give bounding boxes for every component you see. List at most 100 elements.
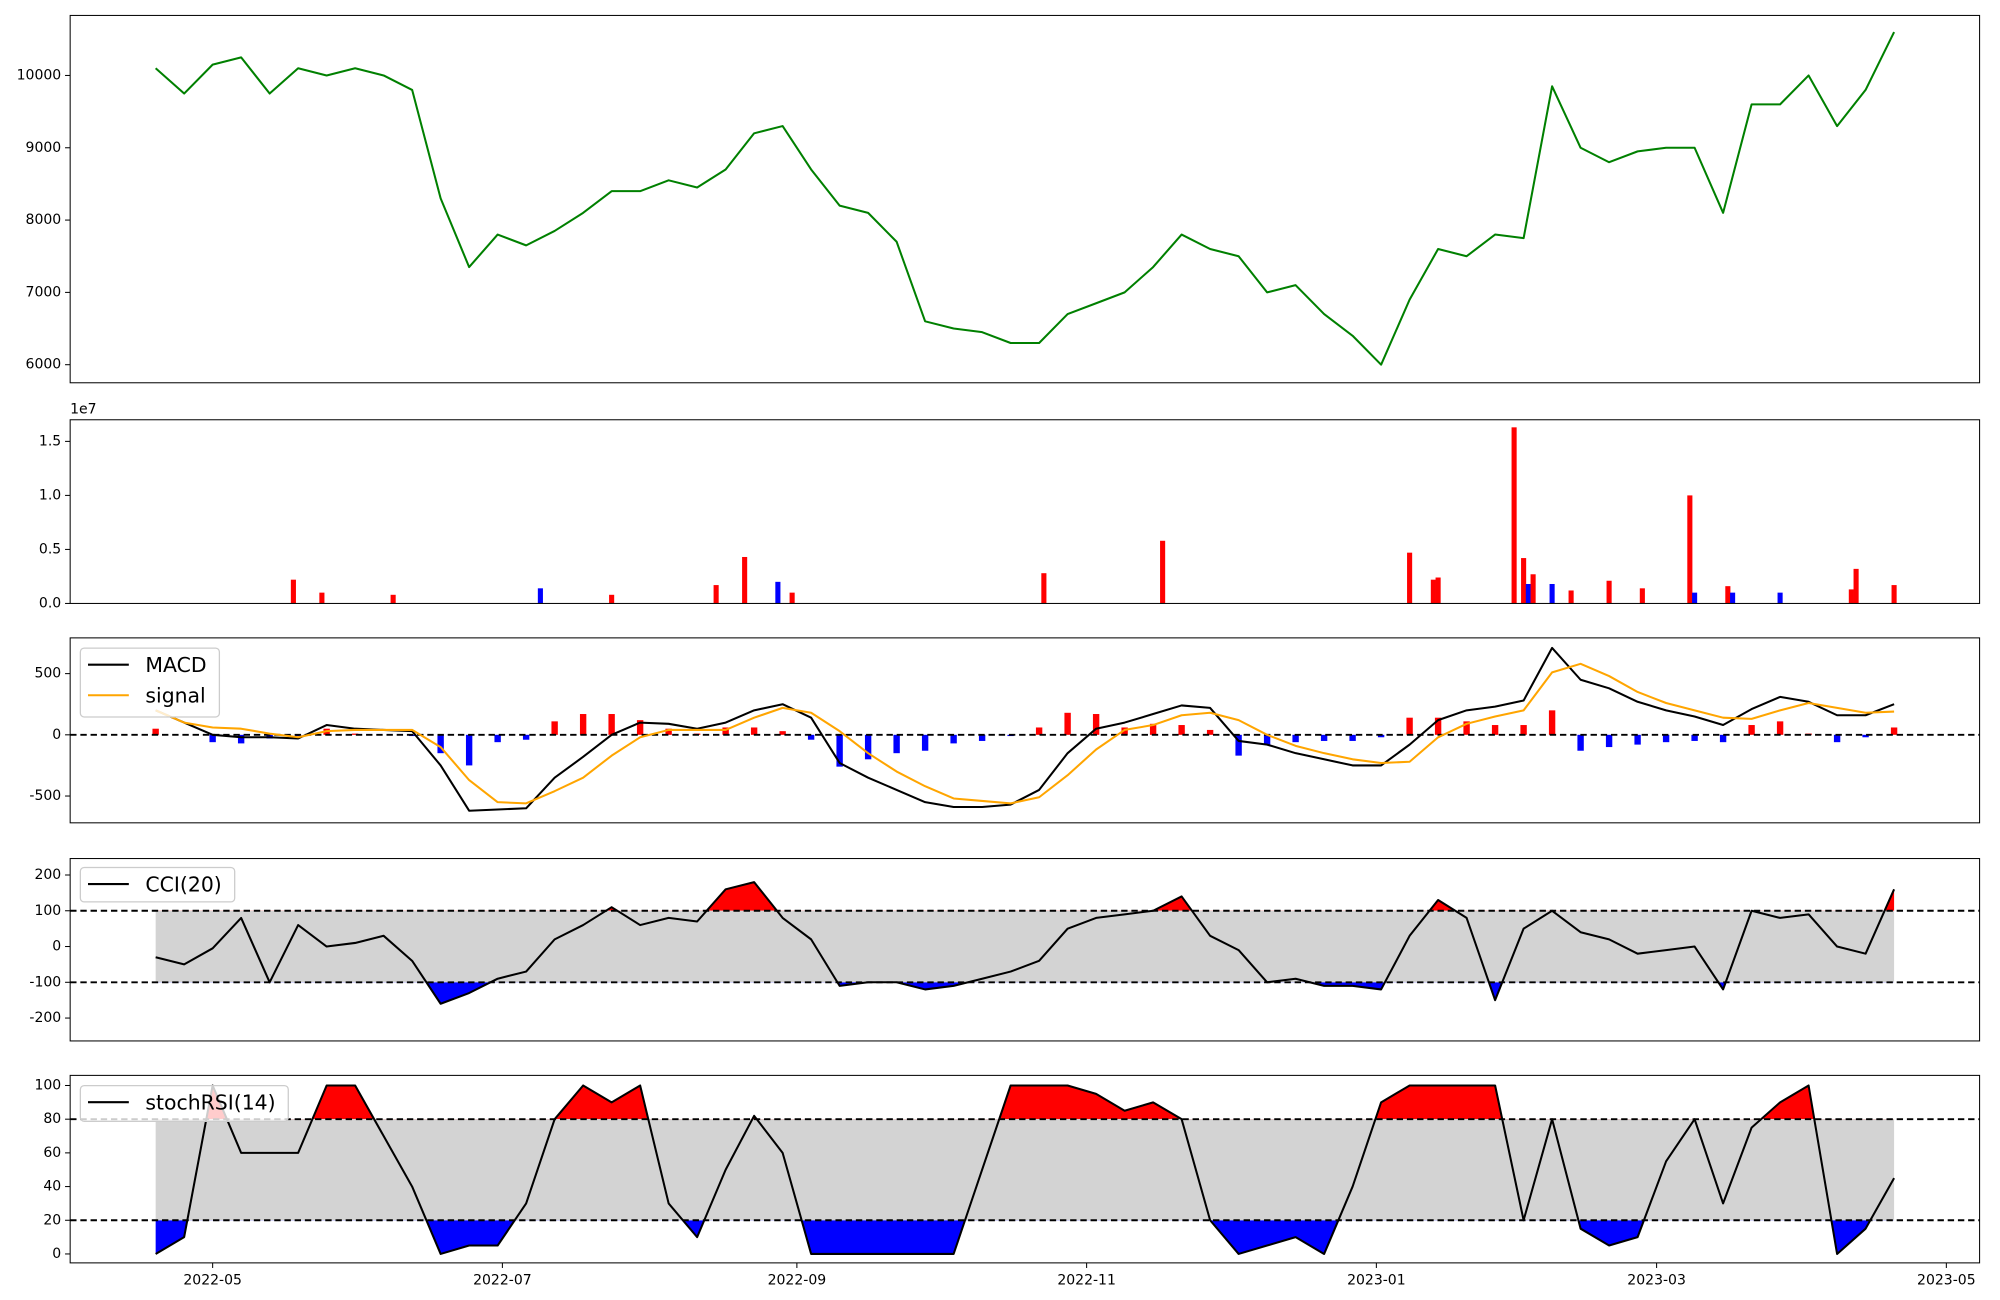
y-tick-label: 80 [43,1111,61,1127]
y-tick-label: 1.0 [39,487,61,503]
volume-bar [1407,552,1413,604]
histogram-bar [1349,734,1356,741]
x-tick-label: 2023-05 [1917,1273,1976,1289]
histogram-bar [1548,710,1556,735]
histogram-bar [522,734,530,740]
histogram-bar [1064,712,1071,735]
plot-frame [69,419,1981,604]
threshold-band [155,910,1895,983]
volume-bar [1435,577,1441,604]
volume-bar [742,556,748,604]
histogram-bar [551,721,558,735]
y-tick-label: 100 [34,1077,61,1093]
volume-bar [1530,574,1536,604]
histogram-bar [807,734,815,740]
histogram-bar [1577,734,1584,751]
volume-bar [537,588,543,604]
x-tick-label: 2022-09 [768,1273,827,1289]
histogram-bar [1719,734,1727,743]
y-tick-label: 9000 [26,140,62,156]
histogram-bar [1035,727,1043,735]
histogram-bar [579,714,587,735]
indicator-line [155,662,1895,805]
x-tick-label: 2022-05 [183,1273,242,1289]
y-tick-label: -100 [29,974,61,990]
legend-label: signal [145,684,205,708]
histogram-bar [1206,729,1214,735]
indicator-line [155,881,1896,1005]
histogram-bar [1605,734,1613,748]
volume-bar [713,585,719,604]
legend-box [79,1084,289,1122]
volume-bar [1606,580,1612,604]
histogram-bar [1434,717,1442,735]
histogram-bar [636,720,644,735]
indicator-line [155,1084,1895,1255]
volume-bar [1525,583,1531,604]
plot-frame [69,1074,1981,1264]
histogram-bar [836,734,843,767]
volume-bar [1549,583,1555,604]
histogram-bar [437,734,444,754]
indicator-line [155,646,1895,812]
histogram-bar [1178,725,1185,735]
y-tick-label: 7000 [26,284,62,300]
x-tick-label: 2023-03 [1627,1273,1686,1289]
x-tick-label: 2023-01 [1347,1273,1406,1289]
threshold-band [155,1119,1895,1221]
volume-bar [1692,592,1698,604]
volume-bar [1891,585,1897,604]
histogram-bar [1292,734,1299,743]
legend-box [79,866,236,903]
histogram-bar [864,734,872,760]
volume-bar [1725,586,1731,604]
histogram-bar [608,714,615,735]
volume-bar [1853,568,1859,604]
volume-bar [390,594,396,604]
volume-bar [319,592,325,604]
histogram-bar [351,733,359,735]
histogram-bar [722,727,729,735]
volume-bar [1521,558,1527,604]
y-tick-label: 0.0 [39,595,61,611]
axis-offset-label: 1e7 [70,402,96,418]
histogram-bar [494,734,501,743]
histogram-bar [978,734,986,741]
histogram-bar [1776,721,1784,735]
volume-bar [1777,592,1783,604]
y-tick-label: -200 [29,1010,61,1026]
y-tick-label: 500 [34,666,61,682]
histogram-bar [1377,734,1385,738]
histogram-bar [1691,734,1698,741]
volume-bar [789,592,795,604]
volume-bar [1687,495,1693,604]
histogram-bar [237,734,245,744]
histogram-bar [1092,714,1100,735]
y-tick-label: 0 [52,939,61,955]
volume-bar [1160,540,1166,604]
overbought-fill [155,1085,1895,1120]
histogram-bar [779,731,786,735]
legend-label: MACD [145,653,206,677]
x-tick-label: 2022-11 [1057,1273,1116,1289]
volume-bar [1639,588,1645,604]
y-tick-label: 1.5 [39,433,61,449]
histogram-bar [1491,725,1499,735]
histogram-bar [1463,721,1470,735]
y-tick-label: 0 [52,1246,61,1262]
histogram-bar [950,734,957,744]
histogram-bar [152,728,159,735]
volume-bar [1041,573,1047,604]
volume-bar [609,594,615,604]
price-line [154,31,1896,366]
y-tick-label: 8000 [26,212,62,228]
legend-label: stochRSI(14) [145,1090,275,1114]
histogram-bar [1263,734,1271,745]
histogram-bar [1406,717,1413,735]
y-tick-label: 60 [43,1145,61,1161]
plot-frame [69,858,1981,1042]
y-tick-label: 0 [52,727,61,743]
x-tick-label: 2022-07 [473,1273,532,1289]
y-tick-label: 0.5 [39,541,61,557]
